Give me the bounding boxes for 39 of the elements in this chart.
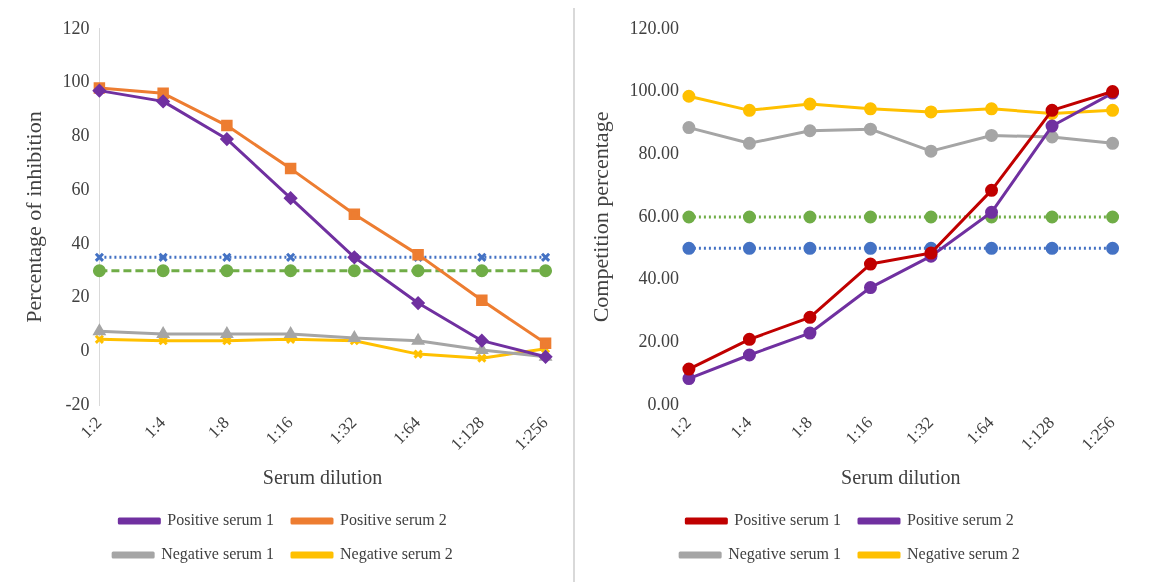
y-tick-label: 20 [71, 286, 90, 307]
x-tick-label: 1:4 [140, 412, 170, 442]
x-tick-label: 1:2 [666, 412, 695, 442]
y-tick-label: 120.00 [629, 17, 679, 38]
y-axis-title: Percentage of inhibition [20, 111, 46, 323]
y-tick-label: 80 [71, 125, 90, 146]
legend-label: Positive serum 2 [340, 511, 447, 529]
x-tick-label: 1:16 [261, 412, 297, 448]
y-tick-label: 20.00 [638, 331, 679, 352]
legend-label: Negative serum 2 [340, 545, 453, 564]
x-tick-label: 1:32 [325, 412, 361, 448]
x-tick-label: 1:2 [76, 412, 106, 442]
x-tick-label: 1:8 [204, 412, 233, 442]
legend-label: Negative serum 1 [728, 545, 842, 564]
y-tick-label: 0 [80, 340, 90, 361]
y-tick-label: 80.00 [638, 143, 679, 163]
y-tick-label: 100.00 [629, 80, 679, 101]
y-tick-label: -20 [65, 393, 90, 414]
legend-label: Positive serum 2 [907, 511, 1014, 529]
legend-label: Negative serum 2 [907, 545, 1020, 564]
x-tick-label: 1:16 [841, 412, 877, 448]
x-tick-label: 1:4 [726, 412, 756, 442]
y-tick-label: 60.00 [638, 205, 679, 226]
x-axis-title: Serum dilution [262, 466, 383, 489]
x-tick-label: 1:8 [787, 412, 816, 442]
y-tick-label: 120 [62, 17, 90, 38]
y-tick-label: 0.00 [647, 393, 679, 414]
legend-label: Negative serum 1 [161, 545, 275, 564]
x-tick-label: 1:64 [389, 412, 425, 448]
x-tick-label: 1:32 [902, 412, 937, 448]
legend-label: Positive serum 1 [734, 511, 842, 529]
y-tick-label: 40 [71, 232, 90, 253]
y-axis-title: Competition percentage [587, 111, 613, 323]
y-tick-label: 40.00 [638, 268, 679, 289]
x-axis-title: Serum dilution [841, 466, 961, 489]
legend-label: Positive serum 1 [167, 511, 275, 529]
y-tick-label: 60 [71, 178, 90, 199]
y-tick-label: 100 [62, 71, 90, 92]
x-tick-label: 1:64 [962, 412, 998, 448]
